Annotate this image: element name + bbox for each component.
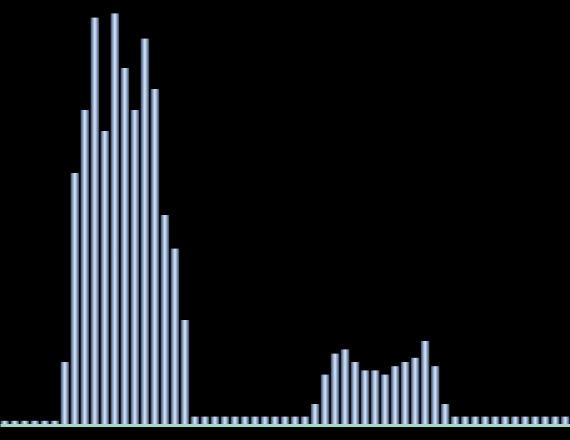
bar	[91, 18, 100, 425]
bar	[471, 417, 480, 425]
bar	[61, 362, 70, 425]
bar	[391, 366, 400, 425]
bar	[511, 417, 520, 425]
bar	[201, 417, 210, 425]
bar	[431, 366, 440, 425]
bar	[341, 349, 350, 425]
bar	[461, 417, 470, 425]
bar	[481, 417, 490, 425]
bar	[221, 417, 230, 425]
bar	[131, 110, 140, 425]
bar	[251, 417, 260, 425]
bar	[281, 417, 290, 425]
bar	[491, 417, 500, 425]
bar	[81, 110, 90, 425]
bar	[381, 375, 390, 425]
bar	[321, 375, 330, 425]
bar	[121, 68, 130, 425]
bar	[451, 417, 460, 425]
bar	[151, 89, 160, 425]
bar	[561, 417, 570, 425]
bar	[261, 417, 270, 425]
bar	[361, 370, 370, 425]
bar	[551, 417, 560, 425]
bar	[211, 417, 220, 425]
bar	[171, 249, 180, 425]
bar	[191, 417, 200, 425]
plot-area	[1, 13, 570, 425]
chart	[0, 0, 570, 440]
bar	[71, 173, 80, 425]
bar	[531, 417, 540, 425]
bar	[351, 362, 360, 425]
bar	[411, 358, 420, 425]
axis-line	[1, 424, 570, 427]
bar	[291, 417, 300, 425]
background	[0, 0, 570, 440]
bar	[421, 341, 430, 425]
bar	[501, 417, 510, 425]
bar	[401, 362, 410, 425]
bar	[311, 404, 320, 425]
bar	[161, 215, 170, 425]
bar	[521, 417, 530, 425]
bar	[271, 417, 280, 425]
bar	[301, 417, 310, 425]
bar	[371, 370, 380, 425]
bar	[241, 417, 250, 425]
bar	[331, 354, 340, 425]
bar	[441, 404, 450, 425]
x-axis	[1, 425, 570, 426]
bar	[141, 39, 150, 425]
bar	[101, 131, 110, 425]
bar	[231, 417, 240, 425]
bars	[1, 13, 570, 425]
bar	[111, 13, 120, 425]
bar	[541, 417, 550, 425]
bar	[181, 320, 190, 425]
